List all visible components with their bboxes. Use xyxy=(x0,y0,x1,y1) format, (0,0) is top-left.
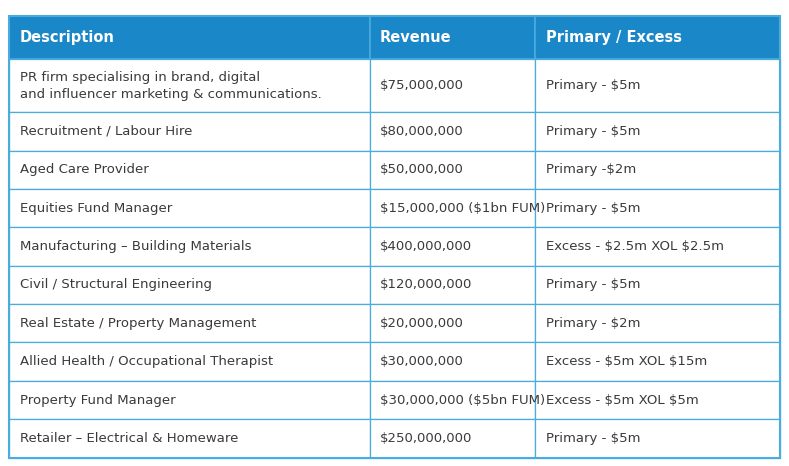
Bar xyxy=(536,227,780,266)
Text: Primary - $5m: Primary - $5m xyxy=(546,278,640,291)
Text: Primary - $5m: Primary - $5m xyxy=(546,79,640,92)
Bar xyxy=(370,304,536,343)
Bar xyxy=(9,227,370,266)
Text: $400,000,000: $400,000,000 xyxy=(380,240,473,253)
Bar xyxy=(370,381,536,419)
Bar xyxy=(536,16,780,59)
Bar xyxy=(370,59,536,112)
Text: Excess - $5m XOL $5m: Excess - $5m XOL $5m xyxy=(546,393,698,406)
Text: Property Fund Manager: Property Fund Manager xyxy=(20,393,175,406)
Bar xyxy=(536,151,780,189)
Text: $20,000,000: $20,000,000 xyxy=(380,317,464,330)
Text: $30,000,000 ($5bn FUM): $30,000,000 ($5bn FUM) xyxy=(380,393,545,406)
Bar xyxy=(536,59,780,112)
Bar xyxy=(9,189,370,227)
Text: $30,000,000: $30,000,000 xyxy=(380,355,464,368)
Bar xyxy=(9,16,370,59)
Bar xyxy=(536,266,780,304)
Text: Allied Health / Occupational Therapist: Allied Health / Occupational Therapist xyxy=(20,355,273,368)
Bar xyxy=(370,266,536,304)
Text: Manufacturing – Building Materials: Manufacturing – Building Materials xyxy=(20,240,251,253)
Text: Real Estate / Property Management: Real Estate / Property Management xyxy=(20,317,256,330)
Bar xyxy=(370,151,536,189)
Bar xyxy=(536,304,780,343)
Text: Primary - $5m: Primary - $5m xyxy=(546,125,640,138)
Text: $75,000,000: $75,000,000 xyxy=(380,79,464,92)
Bar xyxy=(370,227,536,266)
Bar xyxy=(370,16,536,59)
Text: Excess - $2.5m XOL $2.5m: Excess - $2.5m XOL $2.5m xyxy=(546,240,724,253)
Text: $15,000,000 ($1bn FUM): $15,000,000 ($1bn FUM) xyxy=(380,202,545,215)
Text: Aged Care Provider: Aged Care Provider xyxy=(20,163,148,176)
Text: PR firm specialising in brand, digital
and influencer marketing & communications: PR firm specialising in brand, digital a… xyxy=(20,71,321,101)
Text: Primary - $5m: Primary - $5m xyxy=(546,202,640,215)
Bar xyxy=(9,381,370,419)
Bar xyxy=(9,304,370,343)
Bar xyxy=(370,189,536,227)
Text: $50,000,000: $50,000,000 xyxy=(380,163,464,176)
Text: Equities Fund Manager: Equities Fund Manager xyxy=(20,202,172,215)
Bar xyxy=(536,112,780,151)
Bar xyxy=(536,419,780,458)
Text: Civil / Structural Engineering: Civil / Structural Engineering xyxy=(20,278,211,291)
Text: Primary / Excess: Primary / Excess xyxy=(546,30,682,45)
Bar xyxy=(370,343,536,381)
Bar xyxy=(9,59,370,112)
Bar xyxy=(536,189,780,227)
Bar xyxy=(9,151,370,189)
Bar xyxy=(9,419,370,458)
Text: Primary - $2m: Primary - $2m xyxy=(546,317,640,330)
Text: Retailer – Electrical & Homeware: Retailer – Electrical & Homeware xyxy=(20,432,238,445)
Text: Primary - $5m: Primary - $5m xyxy=(546,432,640,445)
Text: Excess - $5m XOL $15m: Excess - $5m XOL $15m xyxy=(546,355,707,368)
Bar xyxy=(9,266,370,304)
Text: Recruitment / Labour Hire: Recruitment / Labour Hire xyxy=(20,125,192,138)
Bar xyxy=(9,112,370,151)
Bar xyxy=(370,419,536,458)
Text: $250,000,000: $250,000,000 xyxy=(380,432,473,445)
Text: Revenue: Revenue xyxy=(380,30,452,45)
Text: Description: Description xyxy=(20,30,114,45)
Bar xyxy=(536,381,780,419)
Bar xyxy=(536,343,780,381)
Text: $80,000,000: $80,000,000 xyxy=(380,125,464,138)
Bar xyxy=(9,343,370,381)
Text: $120,000,000: $120,000,000 xyxy=(380,278,473,291)
Text: Primary -$2m: Primary -$2m xyxy=(546,163,636,176)
Bar xyxy=(370,112,536,151)
